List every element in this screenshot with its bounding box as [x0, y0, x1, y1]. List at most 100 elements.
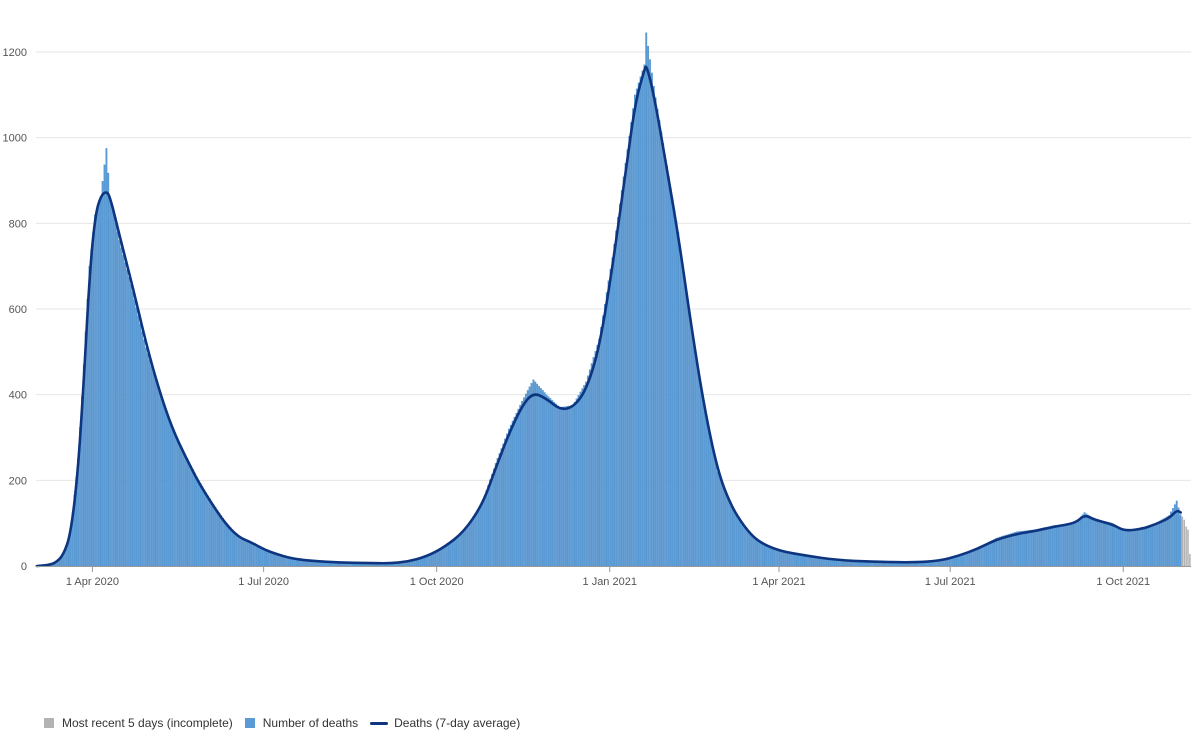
bar-deaths — [436, 550, 439, 567]
bar-deaths — [451, 540, 454, 567]
bar-deaths — [1078, 518, 1080, 567]
bar-deaths — [1012, 532, 1014, 567]
bar-deaths — [126, 269, 128, 567]
bar-deaths — [494, 463, 497, 567]
bar-deaths — [647, 45, 650, 567]
bar-deaths — [1062, 524, 1065, 567]
legend-swatch-average — [370, 721, 389, 725]
bar-deaths — [682, 272, 685, 567]
bar-deaths — [94, 214, 96, 567]
bar-deaths — [139, 323, 142, 567]
bar-deaths — [652, 86, 655, 567]
bar-deaths — [457, 536, 460, 567]
bar-deaths — [622, 176, 625, 567]
bar-deaths — [252, 543, 254, 567]
bar-deaths — [504, 438, 507, 567]
bar-deaths — [720, 481, 723, 567]
bar-deaths — [540, 388, 542, 567]
bar-deaths — [607, 280, 610, 567]
bar-deaths — [430, 553, 433, 567]
bar-deaths — [107, 172, 110, 567]
bar-deaths — [1076, 520, 1078, 567]
bar-deaths — [677, 231, 680, 567]
bar-deaths — [225, 523, 228, 567]
bar-deaths — [447, 543, 450, 567]
bar-deaths — [577, 395, 580, 567]
bar-deaths — [1168, 515, 1171, 567]
incomplete-bars-layer — [1181, 516, 1191, 566]
bar-deaths — [188, 461, 191, 567]
bar-deaths — [470, 519, 473, 567]
bar-deaths — [222, 518, 224, 567]
bar-deaths — [754, 538, 757, 567]
bar-deaths — [438, 549, 441, 567]
bar-deaths — [963, 553, 966, 567]
bar-deaths — [193, 472, 196, 567]
bar-deaths — [1143, 526, 1146, 567]
bar-deaths — [519, 404, 522, 567]
bar-deaths — [1085, 513, 1088, 567]
bar-deaths — [716, 471, 719, 567]
bar-deaths — [1061, 524, 1063, 567]
bar-deaths — [1023, 530, 1026, 567]
x-tick-label: 1 Oct 2021 — [1096, 576, 1150, 588]
bar-deaths — [506, 433, 508, 567]
bar-deaths — [707, 425, 710, 567]
bar-deaths — [427, 555, 429, 567]
bar-deaths — [1145, 526, 1148, 567]
bar-deaths — [487, 485, 490, 567]
bar-deaths — [635, 88, 638, 567]
x-tick-label: 1 Jul 2021 — [925, 576, 976, 588]
bar-deaths — [978, 547, 981, 567]
bar-deaths — [248, 541, 251, 567]
bar-deaths — [113, 214, 115, 567]
bar-deaths — [775, 548, 777, 567]
bar-deaths — [111, 206, 113, 567]
y-tick-label-400: 400 — [9, 390, 27, 402]
bar-deaths — [92, 231, 95, 567]
bar-deaths — [246, 540, 249, 567]
bar-deaths — [620, 190, 623, 567]
bar-deaths — [423, 556, 426, 567]
bar-deaths — [515, 412, 518, 567]
bar-deaths — [496, 458, 499, 567]
bar-incomplete — [1185, 526, 1187, 566]
bar-deaths — [190, 465, 192, 567]
bar-deaths — [1074, 523, 1077, 567]
legend-swatch-number-of-deaths — [244, 718, 255, 728]
bar-deaths — [724, 491, 727, 567]
bar-deaths — [491, 474, 493, 567]
bar-deaths — [120, 247, 123, 567]
bar-deaths — [605, 292, 608, 567]
bar-deaths — [688, 312, 691, 567]
bar-deaths — [999, 536, 1001, 567]
bar-deaths — [980, 546, 982, 567]
bar-deaths — [573, 401, 576, 567]
bar-deaths — [114, 223, 117, 567]
bar-deaths — [532, 379, 535, 567]
bar-deaths — [711, 444, 713, 567]
bar-deaths — [500, 448, 503, 567]
bar-deaths — [662, 143, 665, 567]
bar-deaths — [991, 540, 994, 567]
bar-deaths — [968, 551, 971, 567]
bar-deaths — [1100, 520, 1103, 567]
bar-deaths — [581, 388, 584, 567]
bar-deaths — [1160, 519, 1163, 567]
bar-deaths — [1025, 530, 1028, 567]
bar-deaths — [150, 365, 153, 567]
bar-deaths — [667, 176, 670, 567]
axis-layer: 0 200 400 600 800 1000 1200 1 Apr 2020 1 Jul 202… — [3, 47, 1191, 588]
bar-deaths — [748, 531, 751, 567]
bar-incomplete — [1183, 519, 1186, 566]
x-tick-label: 1 Jan 2021 — [583, 576, 637, 588]
bar-deaths — [1091, 517, 1093, 567]
bar-deaths — [459, 534, 461, 567]
bar-deaths — [553, 401, 555, 567]
bar-deaths — [1036, 529, 1039, 567]
bar-deaths — [545, 394, 548, 567]
bar-deaths — [212, 504, 215, 567]
bar-deaths — [967, 551, 969, 567]
bar-deaths — [1015, 531, 1018, 567]
bar-deaths — [737, 516, 740, 567]
